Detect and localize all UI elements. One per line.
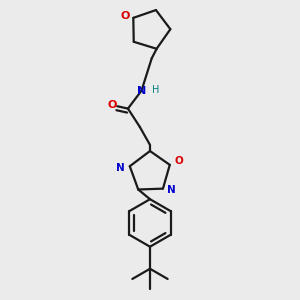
Text: O: O bbox=[108, 100, 117, 110]
Text: N: N bbox=[167, 185, 176, 195]
Text: O: O bbox=[175, 157, 184, 166]
Text: H: H bbox=[152, 85, 160, 94]
Text: N: N bbox=[116, 163, 125, 173]
Text: O: O bbox=[120, 11, 130, 21]
Text: N: N bbox=[137, 85, 146, 96]
